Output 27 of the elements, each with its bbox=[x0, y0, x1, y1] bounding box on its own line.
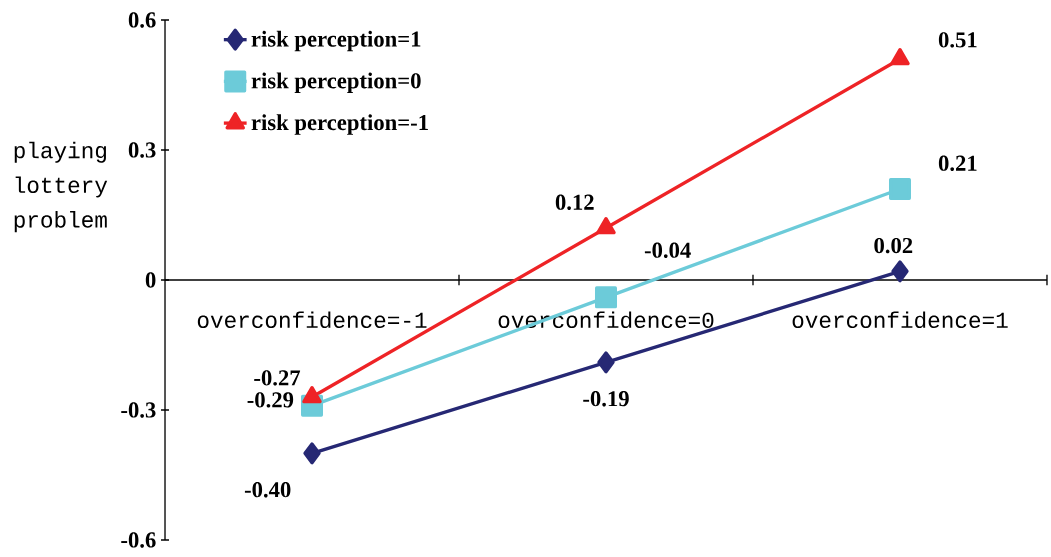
data-label: -0.19 bbox=[583, 391, 629, 407]
legend-label: risk perception=0 bbox=[251, 72, 421, 94]
point bbox=[596, 216, 616, 235]
data-label: 0.02 bbox=[874, 237, 913, 254]
point bbox=[595, 286, 617, 309]
y-axis-title: playing lottery problem bbox=[14, 141, 108, 233]
data-label: -0.29 bbox=[247, 392, 294, 408]
y-tick-label: 0 bbox=[145, 272, 156, 288]
legend-label: risk perception=-1 bbox=[251, 114, 428, 135]
data-label: -0.04 bbox=[644, 242, 691, 258]
y-tick-label: -0.3 bbox=[121, 402, 156, 418]
y-tick-label: 0.6 bbox=[128, 12, 156, 28]
x-tick-label: overconfidence=-1 bbox=[197, 311, 427, 329]
data-label: 0.51 bbox=[938, 32, 977, 48]
point bbox=[597, 351, 615, 374]
legend-label: risk perception=1 bbox=[251, 30, 421, 52]
x-tick-label: overconfidence=1 bbox=[792, 311, 1008, 329]
data-label: 0.12 bbox=[555, 194, 594, 210]
y-tick-label: -0.6 bbox=[121, 532, 156, 548]
point bbox=[303, 442, 321, 465]
data-label: -0.27 bbox=[254, 370, 301, 386]
data-label: 0.21 bbox=[938, 155, 977, 171]
data-label: -0.40 bbox=[244, 482, 291, 498]
point bbox=[888, 177, 911, 200]
point bbox=[891, 260, 909, 283]
y-tick-label: 0.3 bbox=[128, 142, 156, 158]
point bbox=[890, 47, 910, 66]
